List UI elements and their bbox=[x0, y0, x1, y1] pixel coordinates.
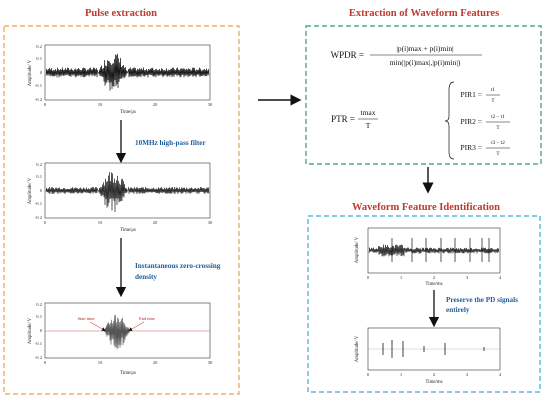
chart5-xtick: 3 bbox=[466, 372, 469, 377]
chart1-xtick: 10 bbox=[98, 102, 103, 107]
pir3-denominator: T bbox=[496, 151, 500, 157]
pulse-extraction-box bbox=[3, 25, 240, 395]
chart1-ylabel: Amplitude/ V bbox=[28, 59, 33, 86]
chart3-xlabel: Time/μs bbox=[120, 371, 136, 376]
feature-extraction-box bbox=[305, 25, 542, 165]
end-time-arrow bbox=[128, 321, 145, 331]
identification-preserved-chart: 0 1 2 3 4 Time/ms Amplitude/ V bbox=[355, 327, 502, 385]
start-time-arrow bbox=[89, 321, 106, 331]
chart1-xlabel: Time/μs bbox=[120, 110, 136, 115]
end-time-label: End time bbox=[139, 316, 155, 321]
chart3-xtick: 0 bbox=[44, 360, 47, 365]
chart2-xtick: 20 bbox=[153, 220, 158, 225]
pir2-denominator: T bbox=[496, 125, 500, 131]
ptr-numerator: tmax bbox=[361, 108, 376, 117]
wpdr-lhs: WPDR = bbox=[331, 50, 364, 60]
wpdr-numerator: |p(i)max + p(i)min| bbox=[396, 44, 453, 53]
ptr-lhs: PTR = bbox=[331, 114, 355, 124]
chart3-waveform bbox=[103, 314, 131, 350]
raw-wave-trace bbox=[45, 53, 210, 91]
filtered-signal-chart: 0.2 0.1 0 -0.1 -0.2 0 10 20 30 Time/μs A… bbox=[28, 162, 213, 233]
chart1-ytick: 0 bbox=[40, 70, 43, 75]
chart2-xtick: 30 bbox=[208, 220, 213, 225]
chart1-xtick: 20 bbox=[153, 102, 158, 107]
chart4-xtick: 3 bbox=[466, 275, 469, 280]
chart3-ytick: 0 bbox=[40, 328, 43, 333]
feature-identification-title: Waveform Feature Identification bbox=[352, 202, 500, 213]
chart2-ytick: 0 bbox=[40, 188, 43, 193]
chart5-waveform bbox=[382, 340, 485, 358]
chart3-xtick: 30 bbox=[208, 360, 213, 365]
chart2-ytick: 0.1 bbox=[36, 174, 42, 179]
zero-crossing-label-2: density bbox=[135, 273, 157, 281]
chart1-xtick: 30 bbox=[208, 102, 213, 107]
pir2-formula: PIR2 = t2 − t1 T bbox=[460, 114, 510, 131]
pir1-lhs: PIR1 = bbox=[460, 90, 482, 99]
chart4-ylabel: Amplitude/ V bbox=[355, 236, 360, 263]
high-pass-filter-label: 10MHz high-pass filter bbox=[135, 139, 206, 147]
chart3-xtick: 20 bbox=[153, 360, 158, 365]
zero-crossing-label-1: Instantaneous zero-crossing bbox=[135, 262, 221, 270]
pir3-formula: PIR3 = t3 − t2 T bbox=[460, 140, 510, 157]
chart4-xtick: 1 bbox=[400, 275, 403, 280]
chart4-xlabel: Time/ms bbox=[426, 282, 443, 287]
chart3-ytick: -0.1 bbox=[35, 341, 43, 346]
pir3-numerator: t3 − t2 bbox=[491, 140, 505, 146]
start-time-label: Start time bbox=[78, 316, 95, 321]
chart2-ytick: -0.2 bbox=[35, 215, 43, 220]
chart2-xtick: 10 bbox=[98, 220, 103, 225]
wpdr-formula: WPDR = |p(i)max + p(i)min| min(|p(i)max|… bbox=[331, 44, 482, 67]
chart2-waveform bbox=[45, 172, 210, 213]
chart1-ytick: 0.2 bbox=[36, 44, 42, 49]
raw-signal-chart: 0.2 0.1 0 -0.1 -0.2 0 10 20 30 Time/μs A… bbox=[28, 44, 213, 115]
chart4-xtick: 4 bbox=[499, 275, 502, 280]
ptr-formula: PTR = tmax T bbox=[331, 108, 378, 130]
chart2-xlabel: Time/μs bbox=[120, 228, 136, 233]
feature-extraction-title: Extraction of Waveform Features bbox=[349, 8, 499, 19]
chart5-xtick: 1 bbox=[400, 372, 403, 377]
wpdr-denominator: min(|p(i)max|,|p(i)min|) bbox=[390, 58, 461, 67]
chart1-ytick: 0.1 bbox=[36, 56, 42, 61]
preserve-label-2: entirely bbox=[446, 306, 470, 314]
chart4-waveform bbox=[368, 238, 500, 262]
filtered-wave-trace bbox=[45, 172, 210, 213]
pir3-lhs: PIR3 = bbox=[460, 143, 482, 152]
chart3-ytick: -0.2 bbox=[35, 355, 43, 360]
pir2-lhs: PIR2 = bbox=[460, 117, 482, 126]
pir-brace bbox=[444, 81, 455, 160]
chart3-ytick: 0.2 bbox=[36, 302, 42, 307]
pir1-denominator: T bbox=[491, 98, 495, 104]
chart2-ylabel: Amplitude/ V bbox=[28, 177, 33, 204]
preserve-label-1: Preserve the PD signals bbox=[446, 296, 518, 304]
chart1-ytick: -0.1 bbox=[35, 83, 43, 88]
chart1-ytick: -0.2 bbox=[35, 97, 43, 102]
feature-identification-box bbox=[307, 215, 541, 393]
chart3-ytick: 0.1 bbox=[36, 314, 42, 319]
chart2-xtick: 0 bbox=[44, 220, 47, 225]
chart5-xtick: 4 bbox=[499, 372, 502, 377]
chart5-xtick: 2 bbox=[433, 372, 436, 377]
pir2-numerator: t2 − t1 bbox=[491, 114, 505, 120]
extracted-pulse-trace bbox=[103, 314, 131, 350]
pulse-extraction-title: Pulse extraction bbox=[85, 8, 157, 19]
chart1-xtick: 0 bbox=[44, 102, 47, 107]
chart3-xtick: 10 bbox=[98, 360, 103, 365]
chart5-xlabel: Time/ms bbox=[426, 380, 443, 385]
extracted-pulse-chart: 0.2 0.1 0 -0.1 -0.2 0 10 20 30 Time/μs A… bbox=[28, 302, 213, 376]
pir1-formula: PIR1 = t1 T bbox=[460, 87, 500, 104]
chart4-xtick: 0 bbox=[367, 275, 370, 280]
long-trace bbox=[368, 244, 500, 257]
chart5-ylabel: Amplitude/ V bbox=[355, 335, 360, 362]
identification-raw-chart: 0 1 2 3 4 Time/ms Amplitude/ V bbox=[355, 227, 502, 287]
chart1-waveform bbox=[45, 53, 210, 91]
chart4-xtick: 2 bbox=[433, 275, 436, 280]
chart5-xtick: 0 bbox=[367, 372, 370, 377]
pir1-numerator: t1 bbox=[491, 87, 495, 93]
chart2-ytick: -0.1 bbox=[35, 201, 43, 206]
chart3-ylabel: Amplitude/ V bbox=[28, 317, 33, 344]
chart2-ytick: 0.2 bbox=[36, 162, 42, 167]
ptr-denominator: T bbox=[366, 121, 371, 130]
